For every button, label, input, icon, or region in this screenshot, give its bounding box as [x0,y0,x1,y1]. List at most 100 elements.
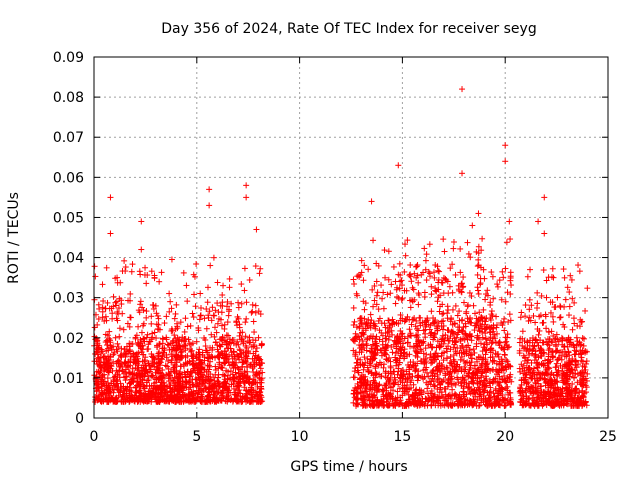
data-point [225,312,232,319]
data-point [144,331,151,338]
data-point [171,315,178,322]
data-points [91,86,591,409]
data-point [477,281,484,288]
data-point [457,245,464,252]
data-point [435,267,442,274]
data-point [494,281,501,288]
data-point [181,328,188,335]
data-point [204,299,211,306]
data-point [379,295,386,302]
data-point [490,295,497,302]
data-point [193,338,200,345]
data-point [482,296,489,303]
data-point [237,329,244,336]
data-point [140,351,147,358]
data-point [110,293,117,300]
data-point [534,300,541,307]
data-point [173,359,180,366]
data-point [560,266,567,273]
data-point [209,304,216,311]
data-point [102,355,109,362]
data-point [138,329,145,336]
data-point [441,248,448,255]
data-point [457,356,464,363]
data-point [434,298,441,305]
x-tick-label: 5 [192,429,201,445]
data-point [122,264,129,271]
data-point [143,280,150,287]
data-point [502,265,509,272]
data-point [450,245,457,252]
data-point [187,322,194,329]
data-point [224,298,231,305]
data-point [112,299,119,306]
data-point [422,257,429,264]
data-point [164,363,171,370]
data-point [464,239,471,246]
data-point [392,300,399,307]
data-point [154,312,161,319]
data-point [350,276,357,283]
data-point [460,274,467,281]
data-point [517,314,524,321]
data-point [581,335,588,342]
data-point [158,269,165,276]
data-point [109,310,116,317]
data-point [407,304,414,311]
data-point [450,238,457,245]
data-point [203,325,210,332]
data-point [137,298,144,305]
data-point [252,263,259,270]
data-point [202,347,209,354]
data-point [142,264,149,271]
data-point [428,291,435,298]
y-tick-label: 0.04 [53,251,84,267]
data-point [156,349,163,356]
data-point [394,293,401,300]
data-point [220,282,227,289]
data-point [228,300,235,307]
data-point [446,283,453,290]
data-point [121,257,128,264]
data-point [524,273,531,280]
data-point [148,313,155,320]
data-point [413,263,420,270]
data-point [506,311,513,318]
data-point [456,308,463,315]
data-point [243,299,250,306]
data-point [123,373,130,380]
data-point [426,241,433,248]
data-point [501,351,508,358]
data-point [439,326,446,333]
data-point [233,341,240,348]
data-point [475,290,482,297]
data-point [381,247,388,254]
data-point [490,366,497,373]
data-point-peak [138,246,145,253]
data-point [396,260,403,267]
data-point-peak [535,218,542,225]
data-point [204,284,211,291]
data-point [470,302,477,309]
data-point [218,322,225,329]
data-point [407,262,414,269]
data-point [199,388,206,395]
data-point [351,280,358,287]
data-point [141,358,148,365]
data-point [507,277,514,284]
data-point [103,264,110,271]
y-tick-label: 0 [75,411,84,427]
data-point [173,301,180,308]
data-point [543,325,550,332]
data-point [117,279,124,286]
data-point [385,328,392,335]
data-point [557,314,564,321]
data-point [153,310,160,317]
data-point [158,355,165,362]
data-point [166,308,173,315]
data-point [226,275,233,282]
data-point [488,308,495,315]
data-point [496,277,503,284]
data-point [409,316,416,323]
data-point [387,290,394,297]
